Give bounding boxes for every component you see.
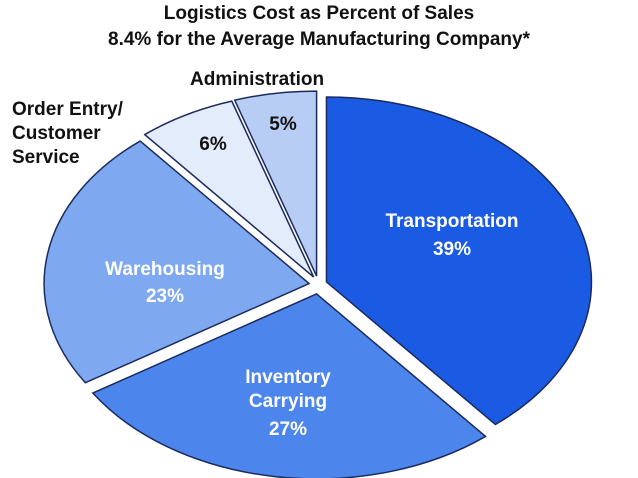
value-label: 5% bbox=[269, 114, 297, 135]
chart-subtitle: 8.4% for the Average Manufacturing Compa… bbox=[108, 29, 531, 50]
value-label: 23% bbox=[146, 286, 184, 307]
value-label: 27% bbox=[269, 419, 307, 440]
pie-slice bbox=[325, 96, 593, 426]
pie-slice bbox=[91, 293, 487, 478]
slice-label: Inventory Carrying bbox=[245, 367, 331, 412]
value-label: 6% bbox=[199, 134, 227, 155]
pie-slice bbox=[43, 140, 311, 384]
slice-label: Order Entry/Customer Service bbox=[12, 99, 124, 168]
pie-slice bbox=[233, 90, 318, 277]
value-label: 39% bbox=[433, 239, 471, 260]
pie-slice bbox=[143, 100, 315, 278]
chart-title: Logistics Cost as Percent of Sales bbox=[164, 3, 474, 24]
slice-label: Warehousing bbox=[105, 259, 225, 280]
slice-label: Administration bbox=[190, 69, 324, 90]
slice-label: Transportation bbox=[385, 211, 518, 232]
